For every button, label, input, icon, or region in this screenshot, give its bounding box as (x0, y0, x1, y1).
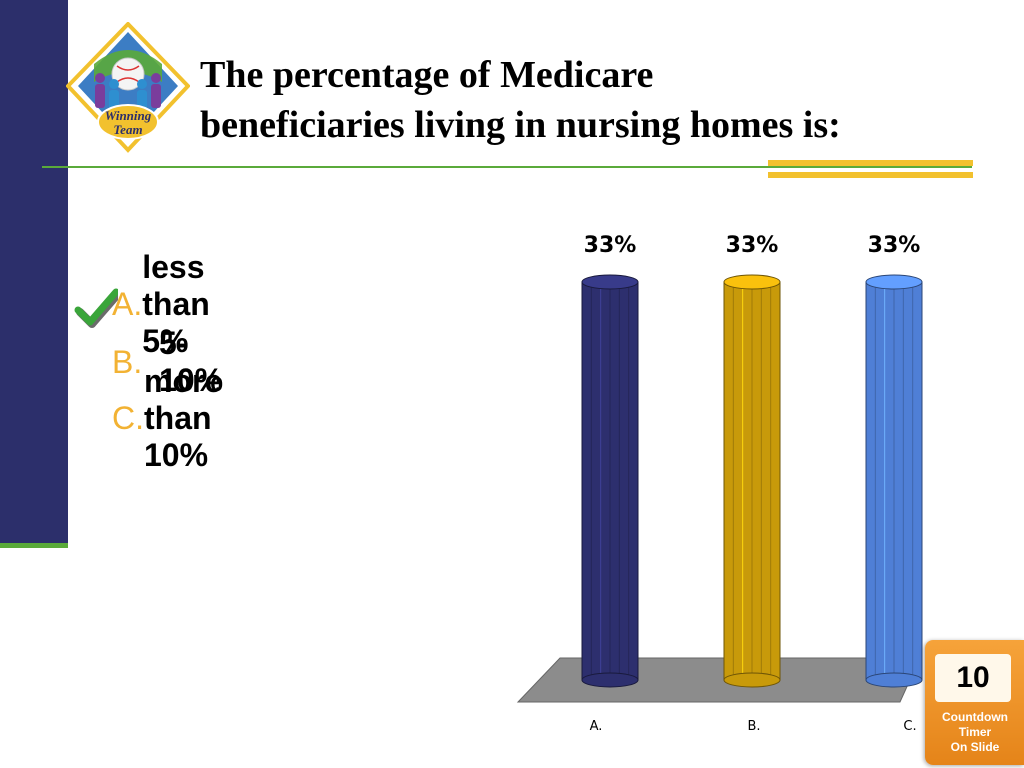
answer-text-a: less than 5% (142, 248, 210, 359)
winning-team-logo: Winning Team (66, 22, 190, 153)
answer-text-c: more than 10% (144, 362, 223, 473)
timer-count: 10 (935, 654, 1011, 702)
bar-2 (723, 274, 781, 688)
bar-value-label-1: 33% (584, 233, 637, 258)
category-label-1: A. (590, 719, 603, 734)
title-divider-gold-bottom (768, 172, 973, 178)
countdown-timer: 10 Countdown Timer On Slide (925, 640, 1024, 765)
answer-option-a[interactable]: A. less than 5% (112, 249, 238, 359)
slide-title: The percentage of Medicare beneficiaries… (200, 50, 990, 150)
answer-option-b[interactable]: B. 5-10% (112, 325, 234, 398)
title-divider (42, 166, 972, 168)
title-divider-gold-top (768, 160, 973, 166)
category-label-2: B. (747, 719, 760, 734)
checkmark-icon (74, 288, 118, 328)
logo-text-team: Team (113, 122, 142, 137)
logo-text-winning: Winning (105, 108, 152, 123)
answer-letter-b: B. (112, 343, 143, 380)
slide-title-line-2: beneficiaries living in nursing homes is… (200, 104, 841, 146)
left-bar-green-edge (0, 543, 68, 548)
results-bar-chart: 33% 33% 33% A. B. C. (516, 233, 923, 734)
left-accent-bar (0, 0, 68, 546)
bar-1 (581, 274, 639, 688)
category-label-3: C. (903, 719, 916, 734)
timer-label: Countdown Timer On Slide (942, 710, 1008, 754)
bar-value-label-3: 33% (868, 233, 921, 258)
answer-letter-a: A. (112, 285, 143, 322)
bar-3 (865, 274, 923, 688)
answer-letter-c: C. (112, 399, 144, 436)
bar-value-label-2: 33% (726, 233, 779, 258)
slide-title-line-1: The percentage of Medicare (200, 54, 654, 96)
chart-floor (516, 657, 921, 703)
answer-option-c[interactable]: C. more than 10% (112, 363, 248, 473)
answer-text-b: 5-10% (159, 325, 224, 398)
